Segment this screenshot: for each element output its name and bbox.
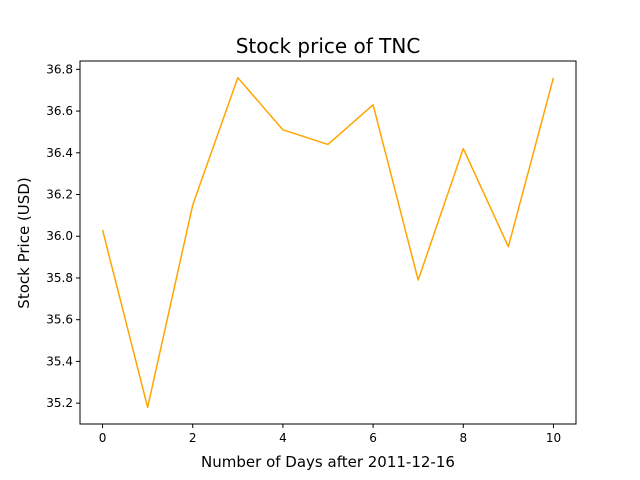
y-tick-label: 36.8 [46,62,73,76]
x-axis-title: Number of Days after 2011-12-16 [201,453,455,471]
y-tick-label: 35.2 [46,396,73,410]
x-tick-label: 2 [189,431,197,445]
plot-frame [79,60,577,425]
x-tick-label: 6 [369,431,377,445]
x-tick-label: 10 [546,431,561,445]
series-line-0 [101,76,555,409]
y-tick-label: 36.4 [46,146,73,160]
y-tick-label: 35.4 [46,354,73,368]
axes: 0 2 4 6 8 10 35.2 35.4 35.6 35.8 36.0 36.2 36.4 36.6 3… [46,60,577,445]
y-tick-label: 36.0 [46,229,73,243]
y-axis-title: Stock Price (USD) [15,177,33,308]
x-tick-label: 8 [459,431,467,445]
y-tick-label: 36.2 [46,188,73,202]
chart-title: Stock price of TNC [236,34,421,58]
x-tick-label: 0 [99,431,107,445]
y-tick-label: 36.6 [46,104,73,118]
y-tick-label: 35.6 [46,313,73,327]
x-tick-label: 4 [279,431,287,445]
y-tick-label: 35.8 [46,271,73,285]
